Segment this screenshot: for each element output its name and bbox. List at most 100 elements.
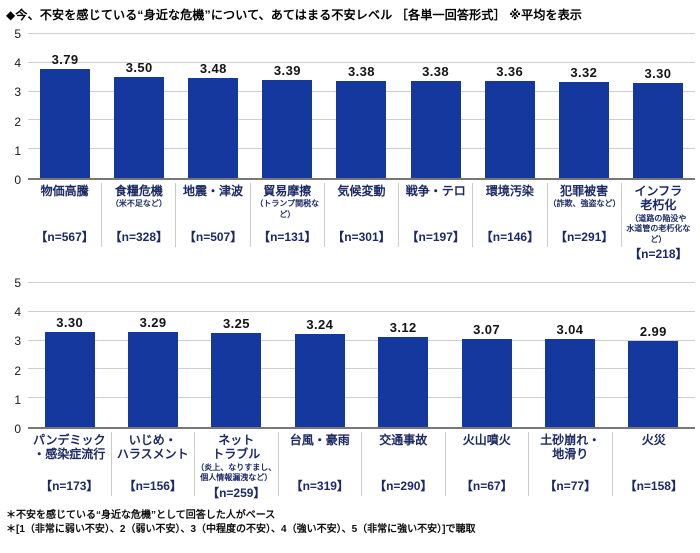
bar-value-label: 3.25	[222, 316, 250, 332]
category-cell: 火山噴火 【n=67】	[444, 432, 529, 496]
bar-value-label: 3.12	[389, 320, 417, 336]
bar: 3.50	[114, 60, 165, 178]
sample-size-label: 【n=158】	[624, 479, 683, 493]
y-axis-tick: 0	[14, 173, 21, 187]
y-axis-tick: 2	[14, 114, 21, 129]
bar: 3.39	[262, 63, 313, 178]
category-label: 環境汚染	[485, 184, 534, 198]
plot-row: 5 4 3 2 1 0 3.30 3.29 3.25 3.24 3.12 3.07 3.04 2.99	[6, 277, 695, 435]
bar: 3.29	[128, 315, 179, 427]
bar: 3.38	[410, 64, 461, 178]
sample-size-label: 【n=146】	[480, 230, 540, 244]
category-label: 交通事故	[379, 433, 428, 447]
category-cell: いじめ・ ハラスメント 【n=156】	[110, 432, 195, 496]
bar-column: 2.99	[612, 283, 695, 427]
bar: 3.24	[294, 317, 345, 427]
category-label: 食糧危機	[114, 184, 163, 198]
bar: 2.99	[628, 324, 679, 427]
bar-value-label: 3.36	[496, 64, 524, 80]
bar-value-label: 3.50	[125, 60, 153, 76]
y-axis: 5 4 3 2 1 0	[6, 277, 28, 435]
category-label: 戦争・テロ	[405, 184, 466, 198]
category-label: 地震・津波	[183, 184, 244, 198]
category-cell: 貿易摩擦 （トランプ関税など） 【n=131】	[249, 183, 324, 247]
bar-column: 3.38	[324, 34, 398, 178]
bar-column: 3.79	[28, 34, 102, 178]
category-sublabel: （米不足など）	[110, 199, 167, 209]
category-label: 気候変動	[337, 184, 386, 198]
category-cell: 地震・津波【n=507】	[175, 183, 249, 247]
bar-column: 3.38	[399, 34, 473, 178]
bar-value-label: 3.39	[273, 63, 301, 79]
sample-size-label: 【n=77】	[544, 479, 597, 493]
category-cell: 火災【n=158】	[611, 432, 696, 496]
bar-column: 3.07	[445, 283, 528, 427]
category-cell: 交通事故 【n=290】	[361, 432, 445, 496]
sample-size-label: 【n=291】	[554, 230, 614, 244]
category-cell: 環境汚染【n=146】	[472, 183, 546, 247]
bar-column: 3.32	[547, 34, 621, 178]
bar-value-label: 3.38	[348, 63, 375, 79]
category-label: ネット トラブル	[212, 433, 261, 462]
bar: 3.32	[558, 65, 609, 178]
bar-columns: 3.30 3.29 3.25 3.24 3.12 3.07 3.04 2.99	[28, 283, 695, 427]
bar-value-label: 3.07	[473, 321, 501, 337]
sample-size-label: 【n=567】	[35, 230, 94, 244]
category-cell: 土砂崩れ・ 地滑り 【n=77】	[528, 432, 612, 496]
y-axis: 5 4 3 2 1 0	[6, 28, 28, 186]
y-axis-tick: 4	[14, 305, 21, 320]
bar: 3.04	[544, 322, 595, 427]
gridline	[28, 61, 695, 63]
sample-size-label: 【n=67】	[460, 479, 513, 493]
y-axis-tick: 1	[14, 143, 21, 158]
bar-value-label: 3.30	[644, 65, 672, 81]
category-labels-row: 物価高騰 【n=567】 食糧危機 （米不足など） 【n=328】 地震・津波 【n=507…	[28, 180, 695, 261]
bar: 3.48	[188, 61, 239, 178]
bar-column: 3.04	[528, 283, 611, 427]
gridline	[28, 397, 695, 399]
bar-value-label: 2.99	[639, 323, 667, 339]
bar: 3.12	[378, 320, 429, 427]
y-axis-tick: 4	[14, 56, 21, 71]
y-axis-tick: 3	[14, 85, 21, 100]
bar-column: 3.36	[473, 34, 547, 178]
category-cell: 物価高騰 【n=567】	[28, 183, 101, 247]
sample-size-label: 【n=218】	[629, 246, 688, 261]
category-label: 火災	[641, 433, 666, 447]
bar-value-label: 3.48	[199, 60, 227, 76]
y-axis-tick: 5	[14, 27, 21, 41]
bar: 3.30	[44, 315, 95, 427]
bar: 3.25	[211, 316, 262, 427]
category-cell: 気候変動 【n=301】	[323, 183, 398, 247]
category-label: インフラ 老朽化	[634, 184, 683, 213]
page-title: ◆今、不安を感じている“身近な危機”について、あてはまる不安レベル ［各単一回答…	[6, 8, 583, 22]
sample-size-label: 【n=173】	[40, 479, 99, 493]
bar-value-label: 3.29	[139, 315, 167, 331]
bar-value-label: 3.30	[56, 314, 84, 330]
footnotes: ＊不安を感じている“身近な危機”として回答した人がベース ＊[1（非常に弱い不安…	[6, 509, 695, 537]
category-label: 貿易摩擦	[263, 184, 312, 198]
bar-column: 3.12	[362, 283, 445, 427]
category-sublabel: （道路の陥没や 水道管の老朽化など）	[626, 213, 691, 244]
y-axis-tick: 1	[14, 392, 21, 407]
footnote-base: ＊不安を感じている“身近な危機”として回答した人がベース	[6, 510, 276, 521]
sample-size-label: 【n=197】	[406, 230, 465, 244]
bar-column: 3.39	[250, 34, 324, 178]
gridline	[28, 310, 695, 312]
bar: 3.79	[40, 52, 91, 178]
bar-columns: 3.79 3.50 3.48 3.39 3.38 3.38 3.36 3.32 3.30	[28, 34, 695, 178]
category-sublabel: （トランプ関税など）	[255, 199, 320, 219]
category-cell: 台風・豪雨 【n=319】	[277, 432, 362, 496]
sample-size-label: 【n=328】	[109, 230, 169, 244]
sample-size-label: 【n=259】	[207, 485, 266, 500]
bar: 3.36	[484, 64, 535, 178]
category-sublabel: （詐欺、強盗など）	[548, 199, 621, 209]
sample-size-label: 【n=507】	[183, 230, 243, 244]
bar: 3.30	[632, 66, 683, 178]
category-labels-row: パンデミック ・感染症流行 【n=173】 いじめ・ ハラスメント 【n=156】 ネッ…	[28, 429, 696, 500]
bar-value-label: 3.24	[306, 316, 334, 332]
bar: 3.38	[336, 64, 387, 178]
bar-value-label: 3.32	[570, 65, 598, 81]
